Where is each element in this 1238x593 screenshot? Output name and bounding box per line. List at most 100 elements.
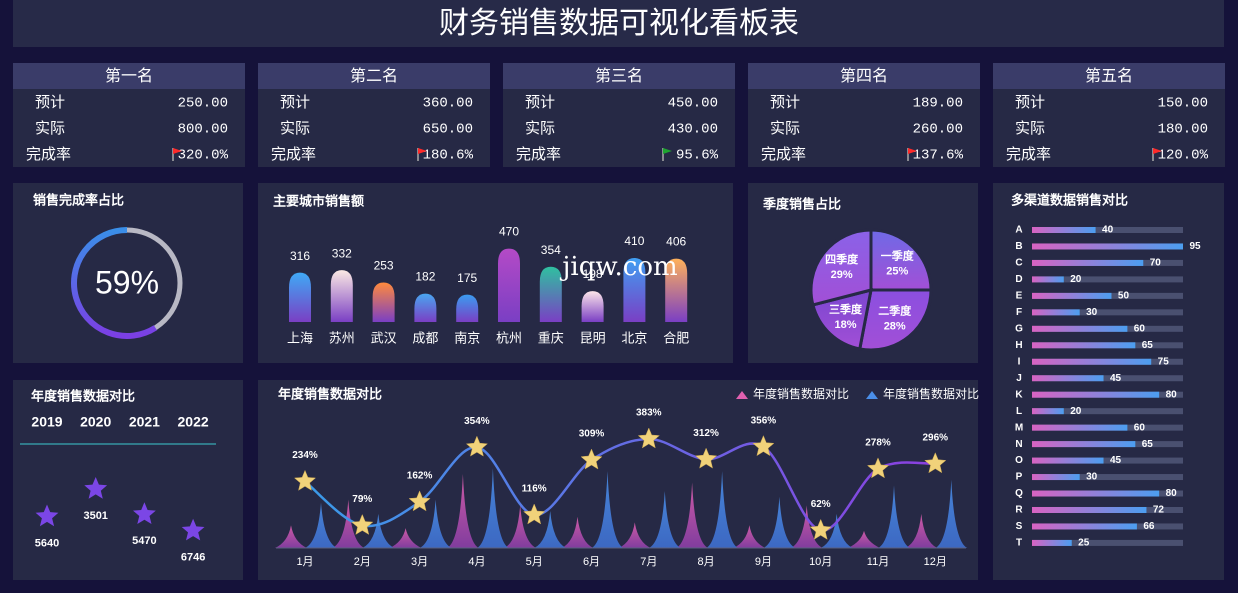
card-title: 第三名 (595, 67, 643, 85)
y-tick-label: F (1016, 307, 1022, 318)
spike (935, 479, 968, 548)
x-tick-label: 6月 (583, 556, 600, 568)
x-tick-label: 12月 (924, 556, 947, 568)
bar (1032, 292, 1112, 299)
card-label: 完成率 (271, 146, 316, 163)
legend-swatch (736, 391, 748, 399)
card-label: 完成率 (516, 146, 561, 163)
y-tick-label: N (1015, 439, 1022, 450)
y-tick-label: T (1016, 538, 1022, 549)
value-label: 60 (1134, 422, 1146, 433)
flag (1153, 148, 1162, 154)
legend-swatch (866, 391, 878, 399)
bar (581, 291, 604, 322)
y-tick-label: D (1015, 274, 1022, 285)
value-label: 50 (1118, 291, 1130, 302)
value-label: 5470 (132, 535, 156, 547)
value-label: 20 (1070, 274, 1082, 285)
spike (275, 525, 307, 548)
card-label: 实际 (770, 120, 800, 137)
bar (289, 272, 311, 322)
x-tick-label: 重庆 (538, 330, 564, 345)
y-tick-label: B (1015, 241, 1022, 252)
spike (305, 502, 337, 548)
drop-star (84, 477, 108, 499)
line-star (351, 513, 374, 535)
bar (1032, 342, 1136, 349)
y-tick-label: M (1015, 422, 1023, 433)
spike (763, 496, 796, 548)
x-tick-label: 武汉 (371, 330, 397, 345)
bar (372, 282, 395, 322)
bar (1032, 506, 1147, 513)
bar (665, 258, 688, 322)
card-label: 预计 (770, 94, 800, 111)
spike (446, 474, 479, 548)
legend-label: 年度销售数据对比 (883, 386, 979, 401)
value-label: 296% (923, 432, 949, 443)
value-label: 40 (1102, 225, 1114, 236)
card-value: 180.6% (423, 148, 474, 164)
card-label: 预计 (280, 94, 310, 111)
card-label: 完成率 (1006, 146, 1051, 163)
spike (790, 505, 823, 548)
value-label: 356% (751, 415, 777, 426)
y-tick-label: R (1015, 505, 1023, 516)
title-bar (13, 0, 1224, 47)
value-label: 80 (1166, 488, 1178, 499)
x-tick-label: 1月 (296, 556, 313, 568)
y-tick-label: L (1016, 406, 1022, 417)
x-tick-label: 5月 (526, 556, 543, 568)
bar-track (1032, 309, 1183, 316)
value-label: 354 (541, 243, 561, 257)
line-star (752, 435, 775, 457)
slice-value: 18% (835, 319, 857, 331)
y-tick-label: Q (1015, 488, 1023, 499)
card-header (13, 63, 245, 89)
bar (1032, 441, 1136, 448)
bar-track (1032, 408, 1183, 415)
card-label: 预计 (1015, 94, 1045, 111)
line-star (465, 435, 489, 457)
bar (623, 257, 646, 322)
slice-name: 四季度 (825, 252, 859, 266)
value-label: 332 (332, 246, 352, 260)
bar-track (1032, 276, 1183, 283)
bar (1032, 539, 1072, 546)
x-tick-label: 2021 (129, 414, 160, 430)
x-tick-label: 苏州 (329, 330, 355, 345)
value-label: 383% (636, 408, 662, 419)
x-tick-label: 7月 (640, 556, 657, 568)
card-value: 430.00 (668, 122, 718, 138)
value-label: 72 (1153, 505, 1165, 516)
value-label: 406 (666, 235, 686, 249)
card-title: 第四名 (840, 67, 888, 85)
bar (1032, 391, 1160, 398)
drop-star (181, 518, 205, 541)
y-tick-label: S (1016, 521, 1023, 532)
line-star (866, 457, 890, 479)
spike (733, 525, 766, 548)
y-tick-label: O (1015, 455, 1023, 466)
bar-track (1032, 375, 1183, 382)
bar-track (1032, 539, 1183, 546)
y-tick-label: P (1016, 472, 1023, 483)
value-label: 70 (1150, 258, 1162, 269)
card-label: 完成率 (761, 146, 806, 163)
slice-value: 28% (884, 321, 906, 333)
watermark: jiqw.com (559, 252, 677, 282)
bar (1032, 309, 1080, 316)
spike (332, 499, 365, 548)
card-value: 320.0% (178, 148, 229, 164)
pie-slice (809, 228, 873, 307)
value-label: 66 (1143, 521, 1155, 532)
bar (1032, 474, 1080, 481)
value-label: 354% (464, 416, 490, 427)
bar (1032, 276, 1064, 283)
y-tick-label: K (1015, 389, 1023, 400)
y-tick-label: J (1016, 373, 1022, 384)
value-label: 410 (624, 234, 644, 248)
gauge-arc (71, 227, 158, 339)
